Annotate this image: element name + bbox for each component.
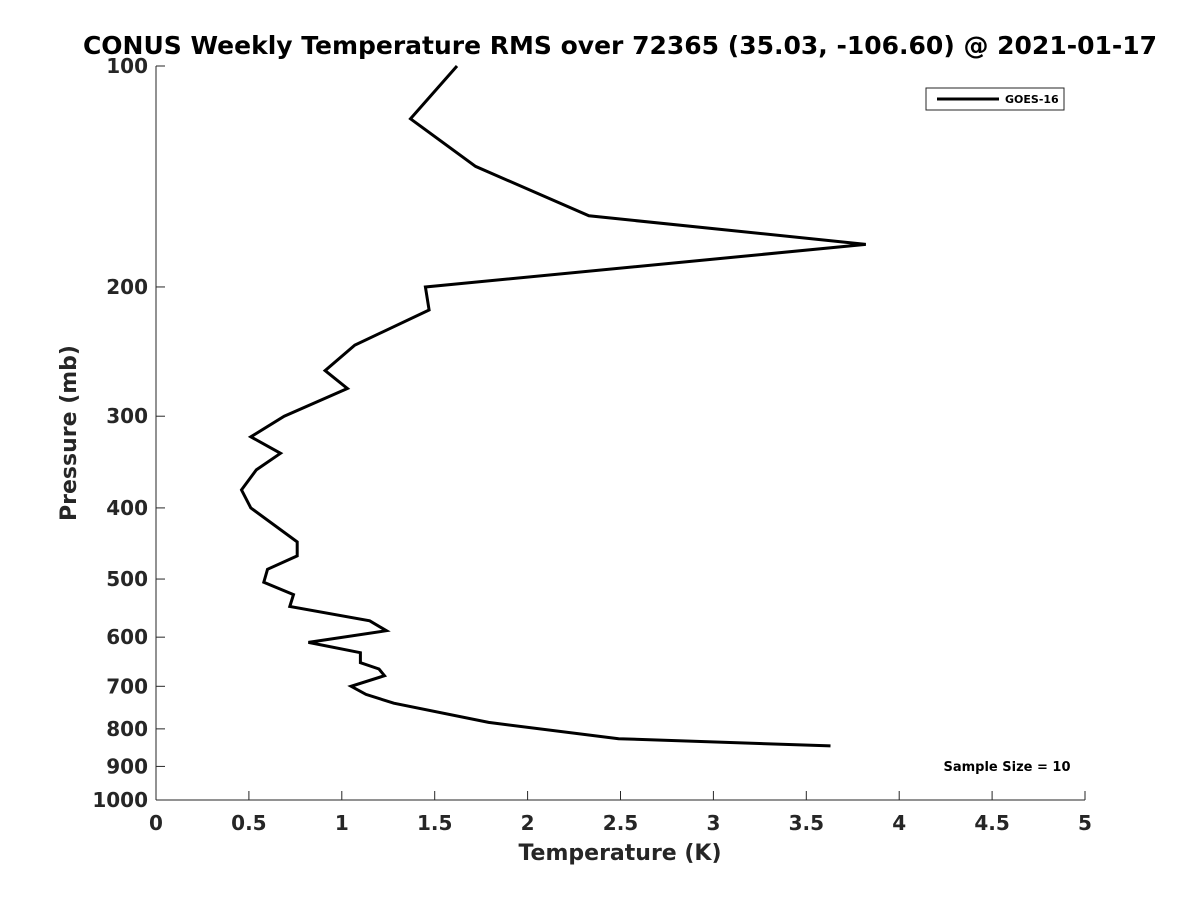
- y-tick-label: 700: [106, 674, 148, 698]
- x-tick-label: 3: [706, 811, 720, 835]
- x-tick-label: 0: [149, 811, 163, 835]
- x-tick-label: 4.5: [974, 811, 1009, 835]
- y-tick-label: 500: [106, 567, 148, 591]
- sample-size-annotation: Sample Size = 10: [943, 760, 1070, 775]
- x-tick-label: 2.5: [603, 811, 638, 835]
- y-tick-label: 600: [106, 625, 148, 649]
- y-tick-label: 200: [106, 275, 148, 299]
- chart-title: CONUS Weekly Temperature RMS over 72365 …: [83, 31, 1157, 60]
- x-tick-label: 4: [892, 811, 906, 835]
- y-tick-label: 300: [106, 404, 148, 428]
- y-tick-label: 1000: [92, 788, 148, 812]
- y-tick-label: 800: [106, 717, 148, 741]
- x-axis-label: Temperature (K): [518, 841, 721, 866]
- x-tick-label: 3.5: [789, 811, 824, 835]
- y-tick-label: 900: [106, 754, 148, 778]
- x-tick-label: 0.5: [231, 811, 266, 835]
- series-layer: [239, 65, 866, 748]
- legend-label-goes-16: GOES-16: [1005, 93, 1059, 106]
- y-ticks: 100 200 300 400 500 600 700 800 900 1000: [92, 54, 165, 812]
- y-tick-label: 400: [106, 496, 148, 520]
- x-ticks: 0 0.5 1 1.5 2 2.5 3 3.5 4 4.5 5: [149, 791, 1092, 835]
- y-axis-label: Pressure (mb): [57, 345, 82, 521]
- x-tick-label: 5: [1078, 811, 1092, 835]
- y-tick-label: 100: [106, 54, 148, 78]
- x-tick-label: 1.5: [417, 811, 452, 835]
- legend: GOES-16: [925, 87, 1065, 111]
- x-tick-label: 2: [521, 811, 535, 835]
- x-tick-label: 1: [335, 811, 349, 835]
